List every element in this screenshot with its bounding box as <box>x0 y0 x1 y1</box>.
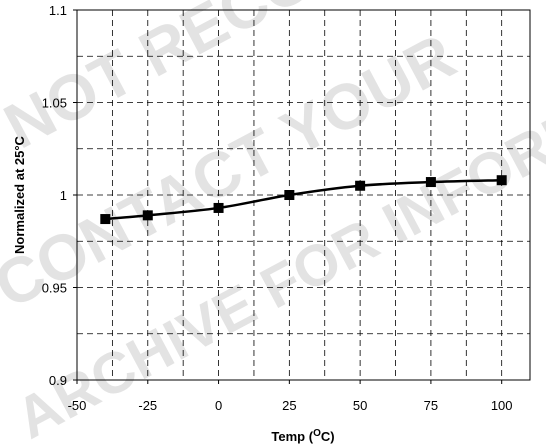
y-axis-ticks: 0.9 0.95 1 1.05 1.1 <box>42 3 77 388</box>
x-tick-label: 50 <box>353 398 367 413</box>
data-point <box>284 190 295 200</box>
data-point <box>213 202 224 213</box>
y-tick-label: 1.05 <box>42 96 67 111</box>
series <box>100 175 507 225</box>
y-tick-label: 1.1 <box>49 3 67 18</box>
data-point <box>496 175 507 186</box>
data-point <box>100 214 111 225</box>
y-tick-label: 0.9 <box>49 373 67 388</box>
x-axis-label: Temp (OC) <box>271 428 334 444</box>
data-point <box>355 180 366 191</box>
x-tick-label: 0 <box>215 398 222 413</box>
y-tick-label: 1 <box>60 188 67 203</box>
x-tick-label: 75 <box>424 398 438 413</box>
x-tick-label: 100 <box>491 398 513 413</box>
y-tick-label: 0.95 <box>42 281 67 296</box>
x-tick-label: -50 <box>68 398 87 413</box>
data-point <box>142 210 153 221</box>
x-tick-label: -25 <box>138 398 157 413</box>
y-axis-label: Normalized at 25°C <box>12 135 27 254</box>
data-point <box>425 177 436 188</box>
x-tick-label: 25 <box>282 398 296 413</box>
x-axis-ticks: -50 -25 0 25 50 75 100 <box>68 380 513 413</box>
